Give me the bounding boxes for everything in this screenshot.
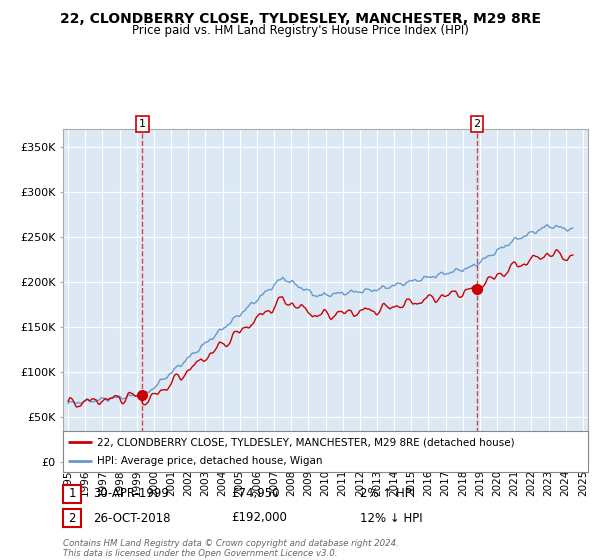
Text: £74,950: £74,950: [231, 487, 280, 501]
Text: 30-APR-1999: 30-APR-1999: [93, 487, 169, 501]
Text: 2: 2: [473, 119, 481, 129]
Text: Price paid vs. HM Land Registry's House Price Index (HPI): Price paid vs. HM Land Registry's House …: [131, 24, 469, 37]
Text: 22, CLONDBERRY CLOSE, TYLDESLEY, MANCHESTER, M29 8RE (detached house): 22, CLONDBERRY CLOSE, TYLDESLEY, MANCHES…: [97, 437, 515, 447]
Text: 2: 2: [68, 511, 76, 525]
Text: HPI: Average price, detached house, Wigan: HPI: Average price, detached house, Wiga…: [97, 456, 323, 466]
Text: £192,000: £192,000: [231, 511, 287, 525]
Text: Contains HM Land Registry data © Crown copyright and database right 2024.
This d: Contains HM Land Registry data © Crown c…: [63, 539, 399, 558]
Text: 2% ↑ HPI: 2% ↑ HPI: [360, 487, 415, 501]
Text: 12% ↓ HPI: 12% ↓ HPI: [360, 511, 422, 525]
Text: 1: 1: [68, 487, 76, 501]
Text: 1: 1: [139, 119, 146, 129]
Text: 26-OCT-2018: 26-OCT-2018: [93, 511, 170, 525]
Text: 22, CLONDBERRY CLOSE, TYLDESLEY, MANCHESTER, M29 8RE: 22, CLONDBERRY CLOSE, TYLDESLEY, MANCHES…: [59, 12, 541, 26]
